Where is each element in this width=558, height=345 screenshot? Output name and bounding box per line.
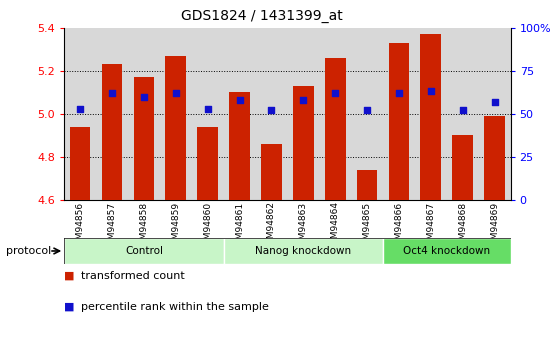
Text: ■: ■ [64, 302, 75, 312]
Bar [198, 127, 218, 200]
Point [235, 97, 244, 103]
Bar [479, 28, 511, 200]
Bar [165, 56, 186, 200]
Bar [357, 170, 377, 200]
Text: protocol: protocol [6, 246, 51, 256]
Bar [453, 135, 473, 200]
Point [267, 108, 276, 113]
Bar [160, 28, 192, 200]
Text: transformed count: transformed count [81, 271, 185, 281]
Point [426, 89, 435, 94]
Bar [64, 28, 96, 200]
Point [363, 108, 372, 113]
Bar [133, 77, 154, 200]
Bar [229, 92, 250, 200]
Text: percentile rank within the sample: percentile rank within the sample [81, 302, 269, 312]
Bar [70, 127, 90, 200]
Bar [128, 28, 160, 200]
Bar [256, 28, 287, 200]
Text: Nanog knockdown: Nanog knockdown [255, 246, 352, 256]
Bar [64, 238, 224, 264]
Point [76, 106, 85, 111]
Bar [421, 34, 441, 200]
Bar [293, 86, 314, 200]
Text: ■: ■ [64, 271, 75, 281]
Text: Control: Control [125, 246, 163, 256]
Point [299, 97, 308, 103]
Bar [224, 28, 256, 200]
Bar [325, 58, 345, 200]
Point [203, 106, 212, 111]
Bar [261, 144, 282, 200]
Bar [192, 28, 224, 200]
Point [395, 90, 403, 96]
Bar [415, 28, 447, 200]
Bar [96, 28, 128, 200]
Point [171, 90, 180, 96]
Bar [224, 238, 383, 264]
Bar [383, 238, 511, 264]
Bar [319, 28, 351, 200]
Point [140, 94, 148, 99]
Bar [383, 28, 415, 200]
Bar [388, 43, 410, 200]
Bar [484, 116, 505, 200]
Point [490, 99, 499, 105]
Bar [351, 28, 383, 200]
Bar [447, 28, 479, 200]
Text: GDS1824 / 1431399_at: GDS1824 / 1431399_at [181, 9, 343, 23]
Point [108, 90, 117, 96]
Bar [102, 64, 122, 200]
Text: Oct4 knockdown: Oct4 knockdown [403, 246, 490, 256]
Bar [287, 28, 319, 200]
Point [458, 108, 467, 113]
Point [331, 90, 340, 96]
